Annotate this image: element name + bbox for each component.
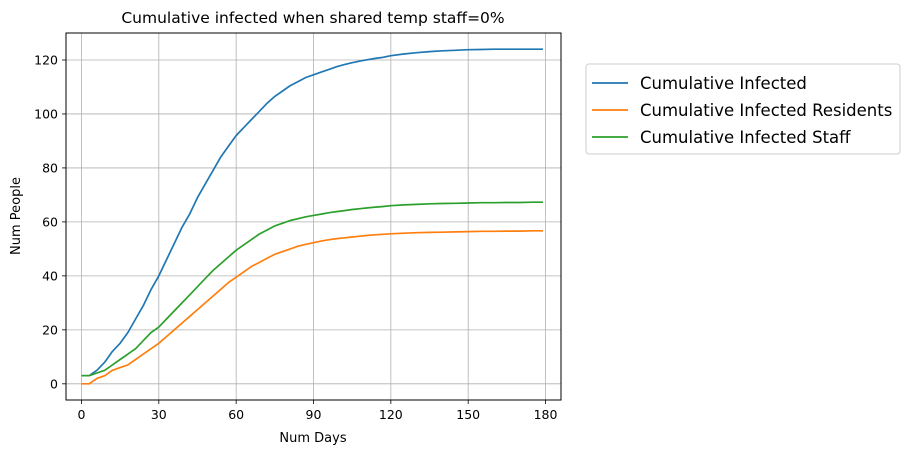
grid — [66, 33, 561, 400]
series-lines — [81, 48, 543, 385]
y-tick-label: 80 — [42, 160, 58, 175]
axis-ticks: 0 30 60 90 120 150 180 0 20 40 60 80 100 120 — [34, 52, 557, 422]
legend-label-2: Cumulative Infected Residents — [640, 101, 892, 120]
y-tick-label: 100 — [34, 106, 58, 121]
x-tick-label: 60 — [228, 407, 244, 422]
y-axis-label: Num People — [9, 177, 24, 255]
y-tick-label: 0 — [50, 376, 58, 391]
y-tick-label: 20 — [42, 322, 58, 337]
x-tick-label: 180 — [534, 407, 558, 422]
x-axis-label: Num Days — [279, 431, 346, 446]
legend: Cumulative Infected Cumulative Infected R… — [585, 63, 901, 155]
series-line-2 — [81, 229, 543, 385]
y-tick-label: 40 — [42, 268, 58, 283]
y-tick-label: 120 — [34, 52, 58, 67]
x-tick-label: 90 — [306, 407, 322, 422]
series-line-1 — [81, 48, 543, 377]
x-tick-label: 30 — [151, 407, 167, 422]
y-tick-label: 60 — [42, 214, 58, 229]
x-tick-label: 0 — [77, 407, 85, 422]
legend-label-3: Cumulative Infected Staff — [640, 128, 851, 147]
x-tick-label: 120 — [379, 407, 403, 422]
x-tick-label: 150 — [456, 407, 480, 422]
legend-label-1: Cumulative Infected — [640, 74, 807, 93]
chart-title: Cumulative infected when shared temp sta… — [121, 9, 504, 27]
legend-box — [585, 63, 901, 155]
series-line-3 — [81, 201, 543, 377]
